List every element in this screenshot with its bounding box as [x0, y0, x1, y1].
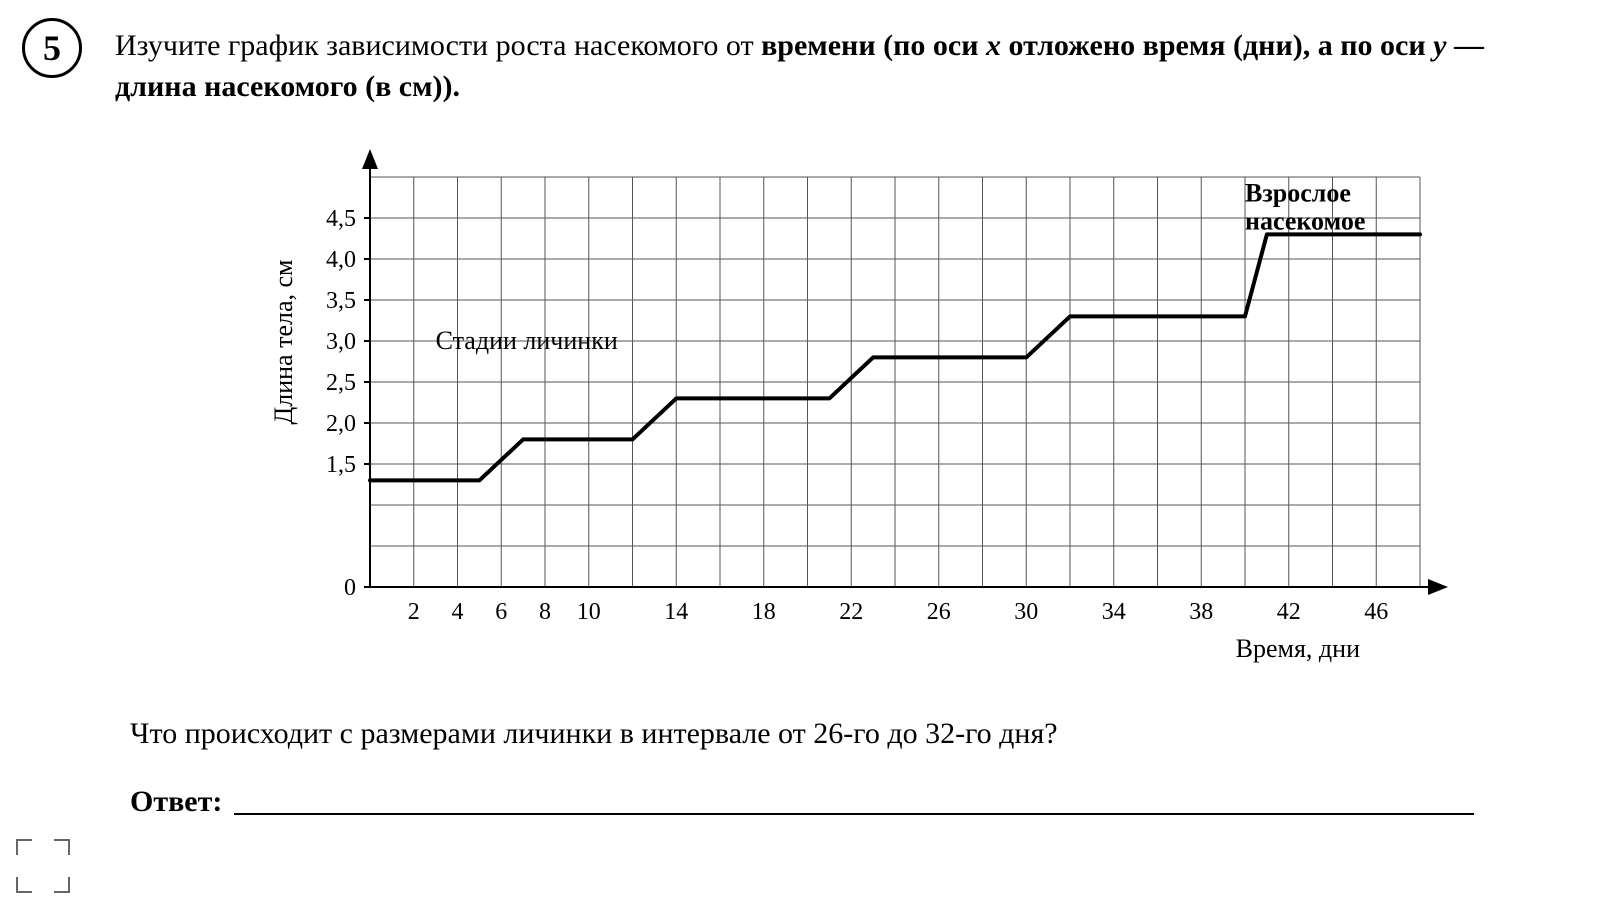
svg-text:Время, дни: Время, дни	[1236, 634, 1360, 663]
svg-text:насекомое: насекомое	[1245, 207, 1365, 236]
problem-number: 5	[43, 27, 61, 69]
prompt-prefix: Изучите график зависимости роста насеком…	[115, 29, 761, 62]
svg-text:0: 0	[344, 575, 356, 601]
svg-text:1,5: 1,5	[326, 452, 356, 478]
svg-text:Взрослое: Взрослое	[1245, 179, 1351, 208]
svg-text:42: 42	[1277, 599, 1301, 625]
svg-text:3,0: 3,0	[326, 329, 356, 355]
answer-row: Ответ:	[130, 785, 1560, 819]
svg-text:2,5: 2,5	[326, 370, 356, 396]
svg-text:38: 38	[1189, 599, 1213, 625]
svg-text:30: 30	[1014, 599, 1038, 625]
svg-text:14: 14	[664, 599, 688, 625]
prompt-x-var: x	[986, 29, 1001, 62]
svg-text:4,0: 4,0	[326, 247, 356, 273]
svg-text:22: 22	[839, 599, 863, 625]
svg-text:26: 26	[927, 599, 951, 625]
svg-text:46: 46	[1364, 599, 1388, 625]
answer-label: Ответ:	[130, 785, 222, 819]
svg-text:4,5: 4,5	[326, 206, 356, 232]
sub-question: Что происходит с размерами личинки в инт…	[130, 717, 1560, 751]
chart-svg: 01,52,02,53,03,54,04,5246810141822263034…	[250, 137, 1450, 677]
prompt-y-var: y	[1433, 29, 1446, 62]
svg-text:2: 2	[408, 599, 420, 625]
problem-number-badge: 5	[22, 18, 82, 78]
growth-chart: 01,52,02,53,03,54,04,5246810141822263034…	[250, 137, 1450, 677]
prompt-bold-2: отложено время (дни), а по оси	[1001, 29, 1433, 62]
svg-text:Стадии личинки: Стадии личинки	[436, 326, 618, 355]
svg-text:6: 6	[495, 599, 507, 625]
prompt-bold-1: времени (по оси	[761, 29, 986, 62]
svg-text:8: 8	[539, 599, 551, 625]
svg-text:3,5: 3,5	[326, 288, 356, 314]
crop-marks	[16, 839, 70, 893]
svg-text:2,0: 2,0	[326, 411, 356, 437]
svg-text:4: 4	[452, 599, 464, 625]
svg-text:34: 34	[1102, 599, 1126, 625]
answer-blank-line[interactable]	[234, 813, 1474, 815]
problem-prompt: Изучите график зависимости роста насеком…	[115, 26, 1560, 107]
svg-text:18: 18	[752, 599, 776, 625]
exercise-page: 5 Изучите график зависимости роста насек…	[0, 0, 1600, 919]
svg-text:Длина тела, см: Длина тела, см	[269, 260, 298, 425]
svg-text:10: 10	[577, 599, 601, 625]
